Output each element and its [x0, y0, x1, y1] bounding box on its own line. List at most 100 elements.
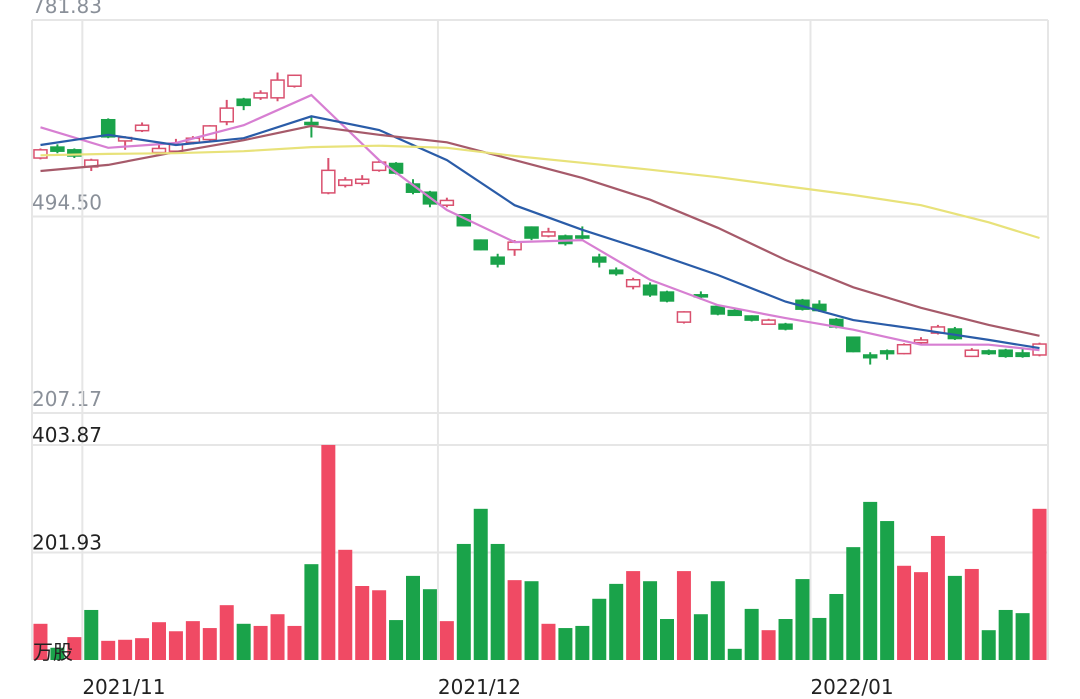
candle-body: [761, 319, 776, 325]
candle-body: [236, 98, 251, 107]
volume-bar: [863, 501, 878, 660]
y-tick-label: 201.93: [32, 531, 102, 555]
volume-bar: [372, 590, 387, 660]
volume-bar: [389, 620, 404, 660]
volume-bar: [456, 543, 471, 660]
volume-bar: [541, 623, 556, 660]
y-tick-label: 403.87: [32, 423, 102, 447]
candle-body: [879, 350, 895, 355]
volume-bar: [50, 647, 65, 660]
volume-bar: [846, 547, 861, 660]
candle-body: [659, 291, 675, 302]
volume-bar: [185, 621, 200, 660]
candle-body: [219, 107, 234, 123]
candle-body: [642, 284, 658, 296]
volume-bar: [236, 623, 251, 660]
candle-body: [151, 147, 167, 154]
volume-bar: [168, 631, 183, 660]
volume-bar: [609, 583, 624, 660]
volume-bar: [964, 568, 979, 660]
candle-body: [270, 79, 285, 99]
volume-bar: [643, 581, 658, 660]
volume-bar: [490, 543, 505, 660]
candle-body: [744, 315, 759, 321]
volume-bar: [67, 637, 82, 660]
candle-body: [608, 269, 624, 275]
candle-body: [896, 343, 912, 355]
candle-body: [710, 305, 726, 315]
volume-bar: [914, 572, 928, 660]
volume-bar: [507, 580, 522, 660]
volume-bar: [998, 609, 1013, 660]
candle-body: [287, 74, 302, 87]
volume-bar: [660, 619, 674, 660]
candle-body: [676, 311, 692, 323]
candle-body: [473, 239, 488, 251]
volume-bar: [710, 581, 725, 660]
volume-bar: [270, 614, 285, 660]
candle-body: [338, 179, 353, 187]
candle-body: [33, 149, 48, 159]
candle-body: [354, 178, 370, 185]
y-tick-label: 207.17: [32, 387, 102, 411]
volume-bar: [727, 648, 742, 660]
moving-average-line: [40, 144, 1040, 240]
volume-bar: [524, 581, 539, 660]
candle-body: [507, 241, 522, 251]
volume-bar: [439, 621, 454, 660]
volume-bar: [880, 521, 895, 660]
volume-bar: [744, 608, 759, 660]
volume-bar: [473, 508, 488, 660]
y-tick-label: 494.50: [32, 191, 102, 215]
volume-bar: [152, 622, 166, 660]
volume-bar: [558, 628, 573, 660]
volume-bar: [1032, 508, 1047, 660]
volume-bar: [626, 571, 641, 660]
candle-body: [575, 235, 590, 239]
volume-bar: [287, 625, 302, 660]
volume-bar: [118, 639, 133, 660]
candle-body: [67, 149, 82, 157]
candle-body: [321, 169, 336, 194]
candle-body: [964, 349, 980, 358]
volume-bar: [321, 444, 336, 660]
volume-bar: [253, 625, 268, 660]
volume-bar: [676, 571, 691, 660]
volume-bar: [575, 625, 590, 660]
candle-body: [998, 349, 1013, 358]
volume-bar: [304, 564, 319, 660]
x-tick-label: 2021/11: [82, 675, 165, 699]
volume-bar: [693, 614, 708, 660]
volume-bar: [778, 619, 793, 660]
candle-body: [625, 279, 641, 288]
candle-body: [1015, 352, 1030, 358]
volume-bar: [1015, 613, 1030, 660]
volume-bar: [135, 638, 150, 660]
candle-body: [304, 121, 319, 126]
moving-average-line: [40, 124, 1040, 337]
candle-body: [100, 118, 116, 138]
candle-body: [253, 92, 268, 99]
x-tick-label: 2022/01: [810, 675, 893, 699]
x-tick-label: 2021/12: [438, 675, 521, 699]
candle-body: [524, 226, 539, 239]
volume-bar: [592, 598, 607, 660]
moving-average-line: [40, 93, 1040, 352]
volume-bar: [219, 605, 234, 660]
volume-bar: [84, 609, 99, 660]
candle-body: [50, 146, 65, 152]
volume-bar: [33, 623, 48, 660]
moving-average-line: [40, 115, 1040, 350]
volume-bar: [338, 549, 353, 660]
volume-bar: [897, 565, 912, 660]
candle-body: [439, 199, 455, 206]
candle-body: [846, 336, 861, 353]
volume-bar: [812, 617, 827, 660]
candle-body: [778, 323, 793, 330]
volume-bar: [795, 579, 810, 660]
volume-bar: [355, 586, 370, 660]
candle-body: [592, 256, 607, 263]
volume-bar: [947, 575, 962, 660]
candle-body: [913, 339, 929, 344]
